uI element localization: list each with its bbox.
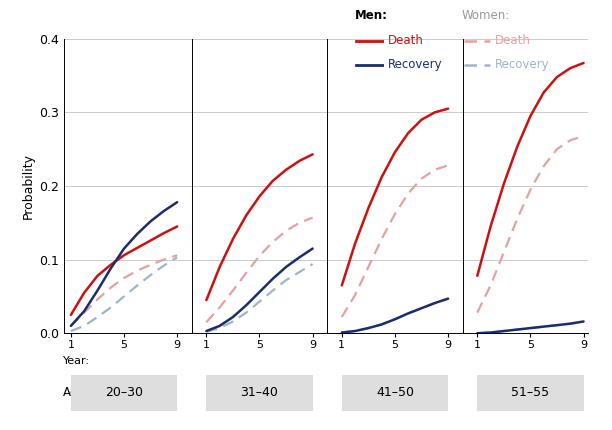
Text: Death: Death (388, 34, 424, 47)
Text: 51–55: 51–55 (512, 386, 550, 399)
Text: 31–40: 31–40 (241, 386, 278, 399)
Y-axis label: Probability: Probability (22, 153, 35, 219)
Text: 20–30: 20–30 (105, 386, 143, 399)
Text: Death: Death (495, 34, 531, 47)
Text: Recovery: Recovery (495, 58, 550, 71)
Text: Men:: Men: (355, 9, 388, 22)
Text: 41–50: 41–50 (376, 386, 414, 399)
Text: Recovery: Recovery (388, 58, 442, 71)
Text: Age:: Age: (63, 386, 90, 399)
Text: Year:: Year: (63, 356, 90, 366)
Text: Women:: Women: (462, 9, 510, 22)
